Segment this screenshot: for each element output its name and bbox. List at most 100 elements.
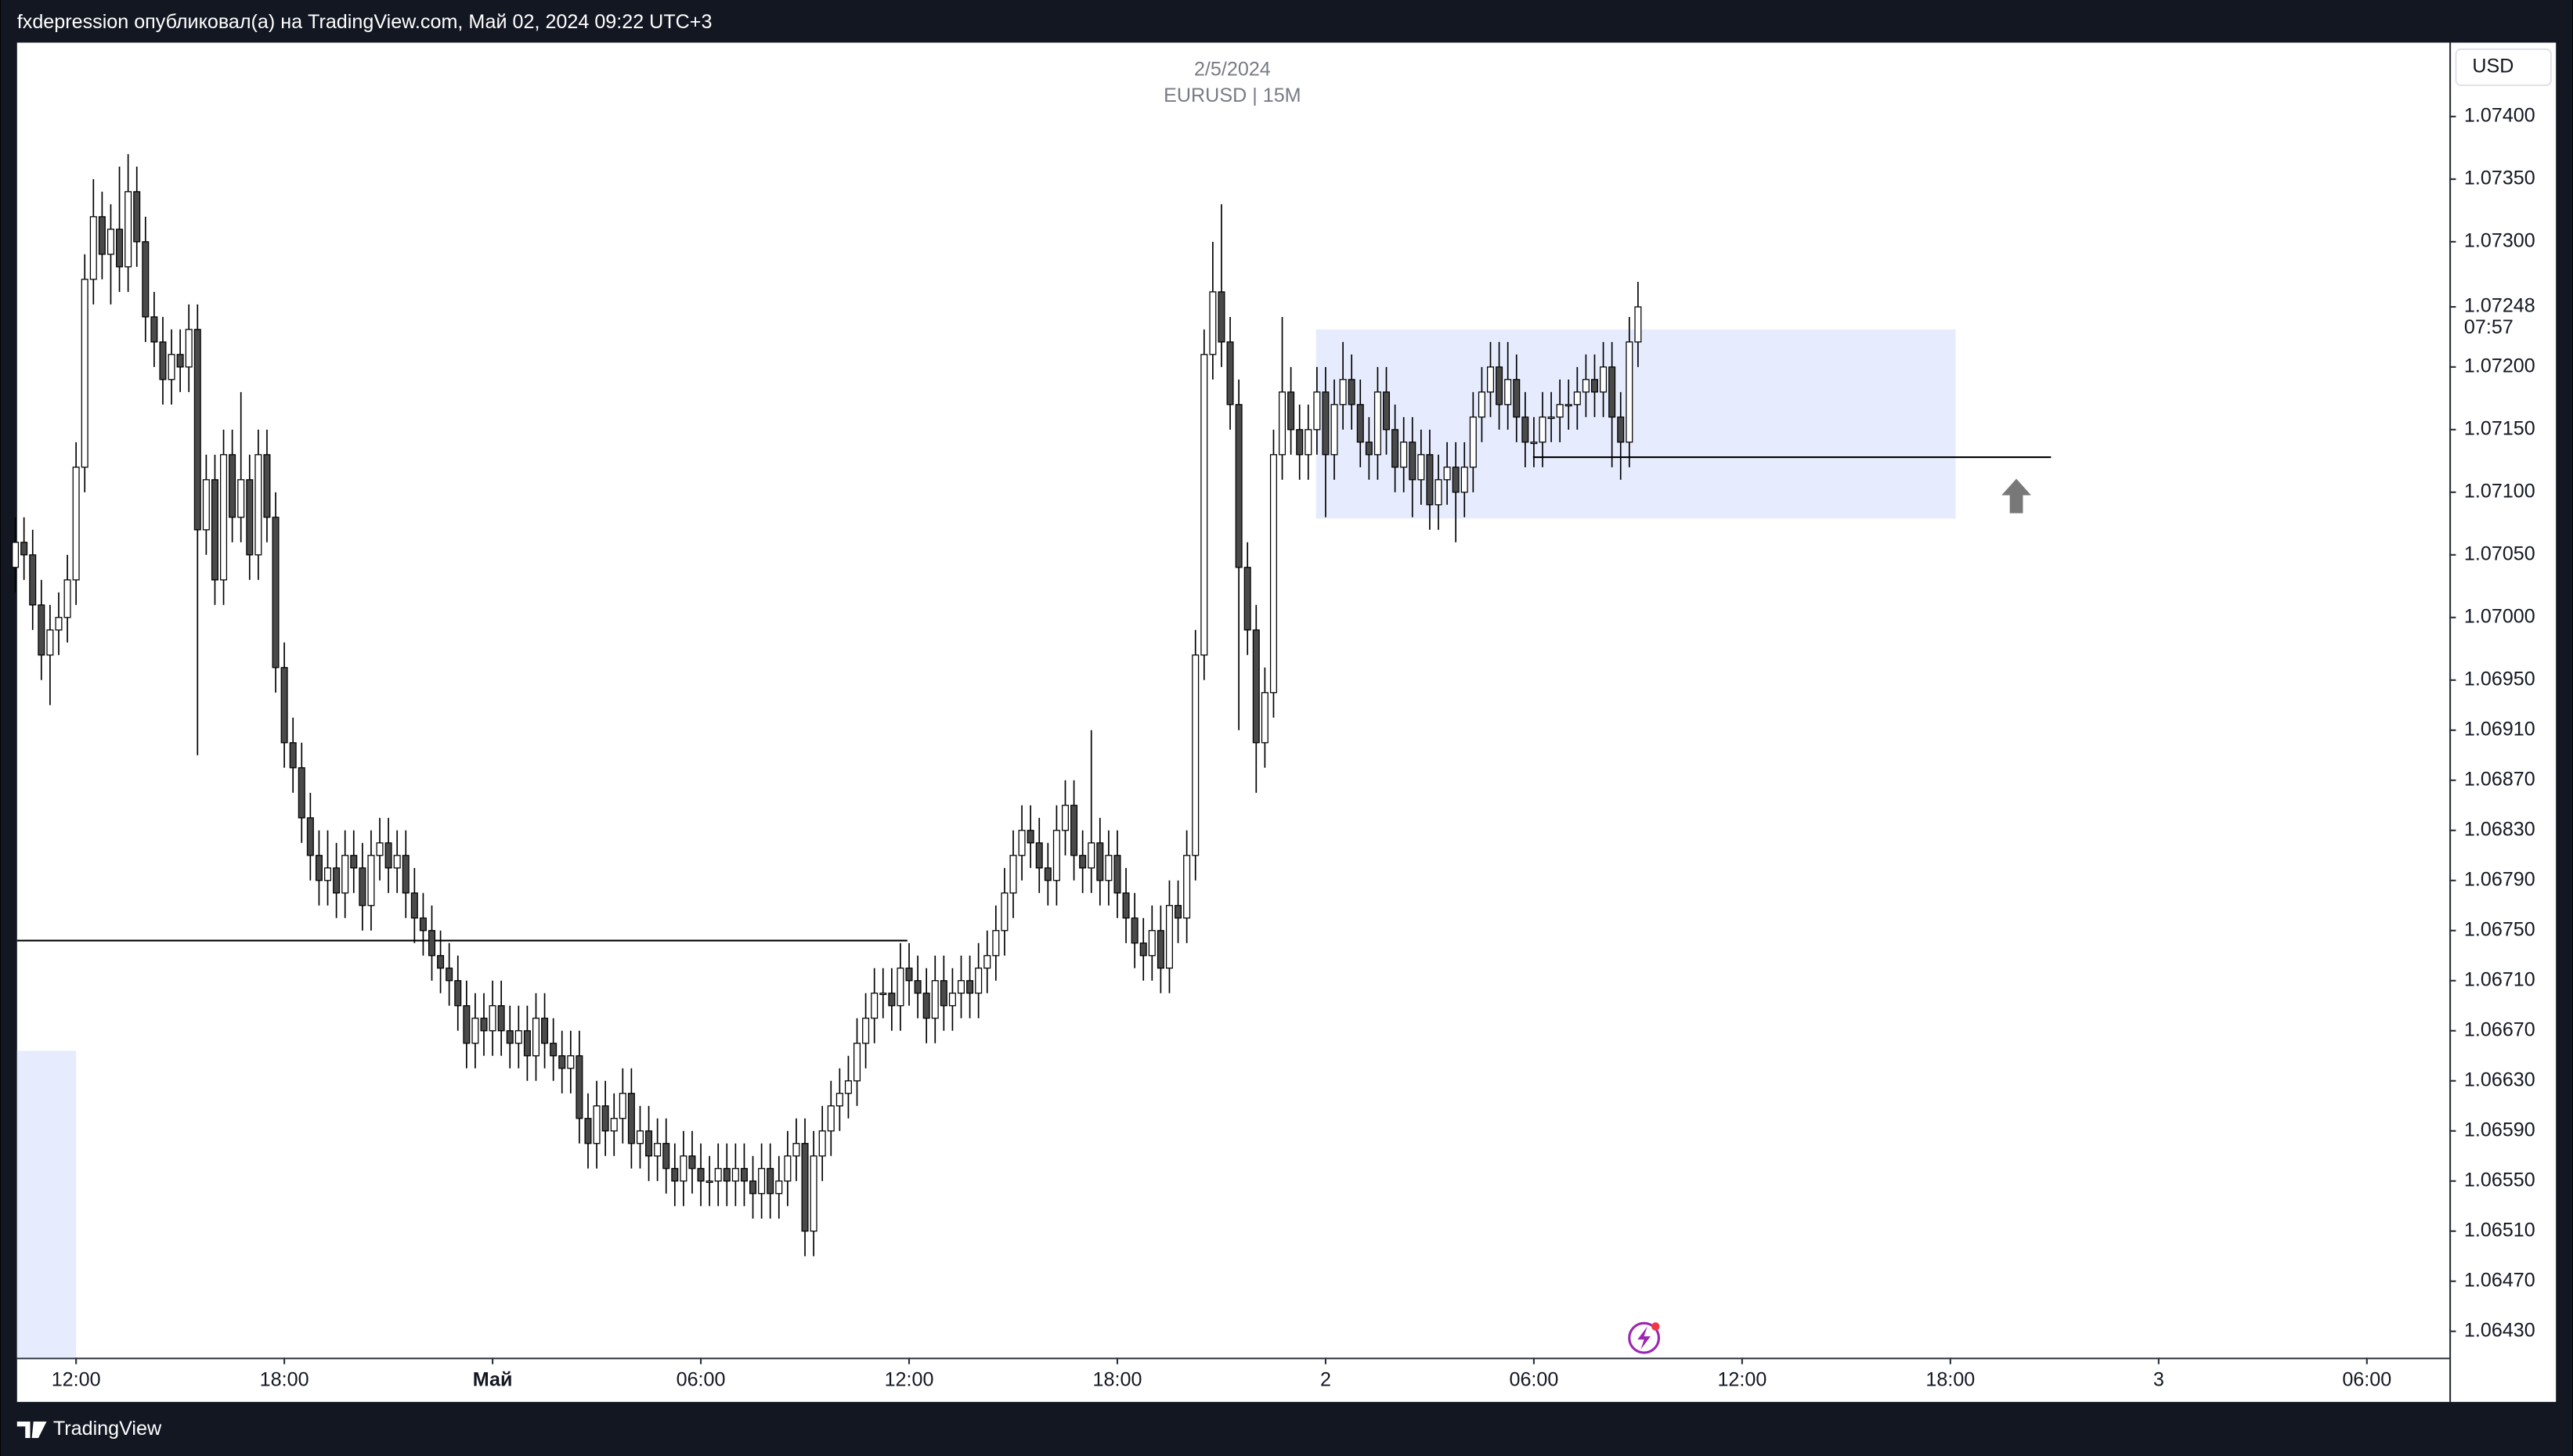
candle-body bbox=[688, 1155, 696, 1169]
x-tick-label: 12:00 bbox=[52, 1368, 101, 1390]
candle-body bbox=[1252, 629, 1260, 744]
candle-body bbox=[72, 467, 80, 581]
candle-body bbox=[1070, 805, 1078, 856]
candle-body bbox=[784, 1155, 792, 1182]
candle-body bbox=[1348, 379, 1355, 405]
candle-body bbox=[367, 855, 375, 906]
candle-body bbox=[272, 517, 280, 669]
candle-body bbox=[1322, 391, 1330, 456]
candle-body bbox=[1478, 391, 1485, 418]
candle-body bbox=[1504, 379, 1512, 405]
x-tick-label: 3 bbox=[2153, 1368, 2164, 1390]
candle-body bbox=[767, 1168, 774, 1195]
candle-body bbox=[1165, 905, 1173, 969]
candle-body bbox=[576, 1055, 583, 1119]
candle-body bbox=[1096, 842, 1104, 881]
candle-body bbox=[489, 1005, 496, 1032]
candle-body bbox=[723, 1168, 731, 1182]
candle-body bbox=[237, 479, 245, 518]
candle-body bbox=[1175, 905, 1182, 919]
candle-body bbox=[446, 968, 453, 982]
x-tick-label: 06:00 bbox=[2342, 1368, 2391, 1390]
candle-body bbox=[1296, 429, 1304, 456]
candle-body bbox=[1226, 341, 1234, 405]
candle-body bbox=[1365, 441, 1373, 456]
y-tick-label: 1.07000 bbox=[2464, 605, 2535, 627]
candle-body bbox=[1469, 416, 1477, 468]
y-tick-label: 1.06870 bbox=[2464, 768, 2535, 790]
candle-body bbox=[1409, 441, 1416, 481]
chart-date: 2/5/2024 bbox=[1194, 59, 1271, 81]
candle-body bbox=[402, 855, 410, 894]
candle-body bbox=[350, 855, 358, 869]
candle-body bbox=[905, 968, 913, 982]
candle-body bbox=[1513, 379, 1521, 418]
candle-body bbox=[1279, 391, 1286, 456]
candle-body bbox=[844, 1080, 852, 1094]
candle-body bbox=[567, 1055, 575, 1069]
candle-body bbox=[1027, 830, 1034, 844]
y-tick-label: 1.06950 bbox=[2464, 668, 2535, 690]
candle-body bbox=[957, 980, 965, 994]
candle-body bbox=[1157, 930, 1164, 969]
candle-body bbox=[1573, 391, 1581, 405]
candle-body bbox=[116, 229, 124, 268]
publish-info: fxdepression опубликовал(а) на TradingVi… bbox=[17, 11, 713, 33]
candle-body bbox=[948, 993, 956, 1007]
candle-body bbox=[532, 1018, 540, 1057]
candle-body bbox=[1556, 404, 1564, 418]
zone bbox=[16, 1051, 77, 1358]
candle-body bbox=[471, 1018, 479, 1044]
y-tick-label: 1.06670 bbox=[2464, 1018, 2535, 1040]
candle-body bbox=[506, 1030, 514, 1044]
candle-body bbox=[1218, 291, 1225, 343]
candle-body bbox=[1434, 479, 1442, 506]
candle-body bbox=[46, 629, 54, 656]
candle-body bbox=[1305, 429, 1312, 456]
candle-body bbox=[63, 579, 71, 618]
arrow-up-icon bbox=[2001, 478, 2031, 514]
candle-body bbox=[818, 1130, 826, 1157]
candle-body bbox=[1339, 379, 1347, 405]
candle-body bbox=[680, 1155, 687, 1182]
candle-body bbox=[1539, 416, 1546, 443]
candle-body bbox=[89, 216, 97, 280]
zone bbox=[1315, 329, 1956, 519]
candle-body bbox=[1018, 830, 1026, 856]
candle-body bbox=[792, 1143, 800, 1157]
candle-body bbox=[1105, 855, 1113, 881]
candle-body bbox=[1192, 654, 1200, 856]
y-tick-label: 1.06510 bbox=[2464, 1219, 2535, 1241]
candle-body bbox=[1148, 930, 1156, 957]
candle-body bbox=[888, 993, 896, 1007]
currency-label[interactable]: USD bbox=[2472, 56, 2513, 77]
candle-body bbox=[150, 316, 158, 343]
candle-body bbox=[393, 855, 401, 869]
candle-body bbox=[1088, 842, 1095, 869]
candle-body bbox=[654, 1143, 662, 1157]
plot: 1.07400 1.07350 1.07300 1.07200 1.07150 1.071… bbox=[12, 104, 2535, 1390]
candle-body bbox=[541, 1018, 549, 1044]
candle-body bbox=[1443, 467, 1451, 481]
candle-body bbox=[1061, 805, 1069, 831]
alert-icon[interactable] bbox=[1628, 1321, 1661, 1354]
y-tick-label: 1.07200 bbox=[2464, 355, 2535, 377]
currency-box[interactable] bbox=[2455, 48, 2552, 86]
candle-body bbox=[584, 1118, 592, 1144]
candle-body bbox=[514, 1030, 522, 1044]
y-tick-label: 1.06550 bbox=[2464, 1169, 2535, 1191]
candle-body bbox=[662, 1143, 670, 1169]
y-tick-label: 1.07400 bbox=[2464, 104, 2535, 126]
candle-body bbox=[55, 617, 63, 631]
countdown-label: 07:57 bbox=[2464, 316, 2513, 338]
brand: TradingView bbox=[53, 1418, 162, 1440]
candle-body bbox=[1521, 416, 1529, 443]
candle-body bbox=[749, 1180, 757, 1195]
y-tick-label: 1.06750 bbox=[2464, 918, 2535, 940]
candle-body bbox=[871, 993, 879, 1019]
candle-body bbox=[176, 354, 184, 368]
candle-body bbox=[983, 955, 991, 969]
candle-body bbox=[1356, 404, 1364, 443]
